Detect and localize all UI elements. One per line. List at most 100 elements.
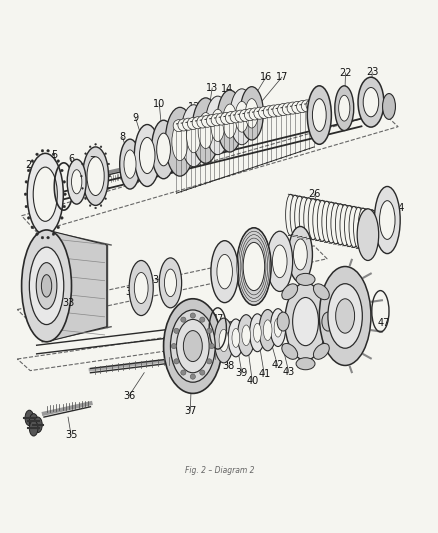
Text: 31: 31 xyxy=(152,275,164,285)
Ellipse shape xyxy=(307,198,318,240)
Circle shape xyxy=(85,198,86,199)
Ellipse shape xyxy=(219,329,228,352)
Text: 7: 7 xyxy=(89,156,95,166)
Ellipse shape xyxy=(214,318,233,363)
Ellipse shape xyxy=(25,410,34,426)
Ellipse shape xyxy=(362,87,378,117)
Ellipse shape xyxy=(273,318,281,337)
Circle shape xyxy=(105,198,106,199)
Text: 15: 15 xyxy=(237,124,249,134)
Text: 21: 21 xyxy=(307,113,320,123)
Ellipse shape xyxy=(263,106,274,118)
Circle shape xyxy=(47,149,49,152)
Ellipse shape xyxy=(312,99,325,132)
Circle shape xyxy=(57,160,60,163)
Ellipse shape xyxy=(180,105,206,167)
Ellipse shape xyxy=(159,258,181,308)
Circle shape xyxy=(180,370,186,375)
Ellipse shape xyxy=(334,86,353,131)
Text: 8: 8 xyxy=(120,132,125,142)
Ellipse shape xyxy=(381,94,395,119)
Ellipse shape xyxy=(339,205,349,246)
Ellipse shape xyxy=(276,312,289,331)
Text: 37: 37 xyxy=(184,406,196,416)
Ellipse shape xyxy=(182,118,194,130)
Circle shape xyxy=(89,146,91,148)
Text: 26: 26 xyxy=(307,189,320,199)
Circle shape xyxy=(80,175,82,177)
Ellipse shape xyxy=(357,208,367,249)
Circle shape xyxy=(109,175,110,177)
Ellipse shape xyxy=(129,261,153,316)
Text: Fig. 2 – Diagram 2: Fig. 2 – Diagram 2 xyxy=(184,466,254,475)
Ellipse shape xyxy=(317,200,327,241)
Ellipse shape xyxy=(303,198,313,239)
Ellipse shape xyxy=(210,241,238,303)
Ellipse shape xyxy=(183,330,202,361)
Ellipse shape xyxy=(325,202,336,243)
Text: 2: 2 xyxy=(25,160,31,171)
Text: 27: 27 xyxy=(294,239,307,249)
Ellipse shape xyxy=(281,284,297,300)
Text: 40: 40 xyxy=(246,376,258,385)
Ellipse shape xyxy=(192,117,203,129)
Ellipse shape xyxy=(134,125,160,187)
Ellipse shape xyxy=(230,111,241,123)
Ellipse shape xyxy=(241,325,250,346)
Circle shape xyxy=(95,143,96,145)
Ellipse shape xyxy=(21,230,71,342)
Ellipse shape xyxy=(258,107,269,118)
Circle shape xyxy=(25,181,28,183)
Circle shape xyxy=(35,153,38,156)
Ellipse shape xyxy=(266,231,292,292)
Ellipse shape xyxy=(139,138,155,174)
Ellipse shape xyxy=(284,283,325,360)
Text: 47: 47 xyxy=(211,314,223,324)
Circle shape xyxy=(190,374,195,379)
Circle shape xyxy=(190,313,195,318)
Ellipse shape xyxy=(29,414,38,429)
Ellipse shape xyxy=(353,207,363,248)
Circle shape xyxy=(31,160,34,163)
Ellipse shape xyxy=(243,243,264,290)
Ellipse shape xyxy=(187,117,198,130)
Ellipse shape xyxy=(156,133,170,166)
Ellipse shape xyxy=(286,102,298,114)
Ellipse shape xyxy=(288,227,312,282)
Polygon shape xyxy=(46,230,106,342)
Text: 25: 25 xyxy=(364,223,376,233)
Ellipse shape xyxy=(348,206,358,247)
Ellipse shape xyxy=(220,112,232,124)
Ellipse shape xyxy=(299,197,308,238)
Text: 33: 33 xyxy=(62,298,74,308)
Ellipse shape xyxy=(248,108,260,120)
Ellipse shape xyxy=(292,297,318,346)
Ellipse shape xyxy=(29,421,38,436)
Ellipse shape xyxy=(71,169,81,194)
Ellipse shape xyxy=(321,312,333,331)
Text: 35: 35 xyxy=(65,430,77,440)
Text: 12: 12 xyxy=(187,102,199,112)
Text: 11: 11 xyxy=(177,141,189,151)
Circle shape xyxy=(31,226,34,229)
Ellipse shape xyxy=(67,159,86,204)
Text: 47: 47 xyxy=(377,318,389,328)
Ellipse shape xyxy=(245,99,258,128)
Text: 13: 13 xyxy=(205,83,218,93)
Ellipse shape xyxy=(165,107,194,176)
Circle shape xyxy=(108,188,110,189)
Circle shape xyxy=(108,163,110,165)
Circle shape xyxy=(35,233,38,236)
Circle shape xyxy=(64,193,66,196)
Circle shape xyxy=(180,317,186,322)
Text: 32: 32 xyxy=(125,287,137,297)
Ellipse shape xyxy=(222,104,237,138)
Circle shape xyxy=(89,205,91,206)
Ellipse shape xyxy=(163,299,222,393)
Circle shape xyxy=(85,153,86,155)
Ellipse shape xyxy=(281,343,297,359)
Ellipse shape xyxy=(272,245,286,278)
Ellipse shape xyxy=(300,100,312,112)
Ellipse shape xyxy=(237,314,254,356)
Ellipse shape xyxy=(186,119,200,153)
